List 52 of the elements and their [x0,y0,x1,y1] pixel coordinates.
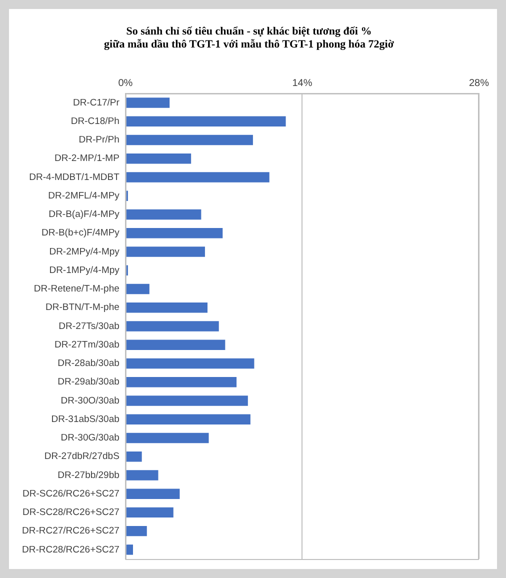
bar [126,228,223,238]
bar [126,172,270,182]
bar [126,340,226,350]
y-tick-label: DR-28ab/30ab [58,358,120,370]
bar [126,134,253,146]
y-tick-label: DR-RC27/RC26+SC27 [22,526,120,537]
bar [126,358,254,369]
bar [126,544,133,555]
bar [126,302,208,313]
y-tick-label: DR-2MFL/4-MPy [48,190,120,202]
y-tick-label: DR-RC28/RC26+SC27 [22,544,120,556]
bar [126,507,174,518]
bar [126,209,202,220]
y-tick-label: DR-27Ts/30ab [58,320,120,332]
bar [126,321,219,332]
bar [126,153,192,164]
y-tick-label: DR-Pr/Ph [78,134,120,146]
bar [126,488,180,499]
y-tick-label: DR-Retene/T-M-phe [34,284,120,295]
y-tick-label: DR-C17/Pr [72,97,120,108]
y-tick-label: DR-27dbR/27dbS [44,451,120,462]
bar [126,526,147,536]
bar [126,116,286,126]
y-tick-label: DR-31abS/30ab [51,414,120,425]
y-tick-label: DR-2MPy/4-Mpy [49,246,120,258]
y-tick-label: DR-30G/30ab [60,432,120,444]
bar [126,376,237,388]
bar [126,414,250,424]
y-tick-label: DR-SC26/RC26+SC27 [22,488,120,500]
chart-title: So sánh chỉ số tiêu chuẩn - sự khác biệt tương đối % giữa mẫu dầu thô TGT-1 với mẫu thô TGT-1 phong hóa 72giờ [104,25,395,51]
bar [126,396,248,406]
y-tick-label: DR-29ab/30ab [58,376,120,388]
y-tick-label: DR-4-MDBT/1-MDBT [29,172,120,183]
y-tick-label: DR-27Tm/30ab [54,339,120,350]
x-tick-label: 14% [292,78,312,90]
bar [126,432,209,444]
bar [126,284,150,294]
y-tick-label: DR-SC28/RC26+SC27 [22,507,120,518]
y-tick-label: DR-27bb/29bb [58,470,120,481]
bar [126,451,142,462]
bar [126,470,158,480]
x-tick-label: 28% [468,78,490,90]
bar [126,246,205,257]
y-tick-label: DR-B(b+c)F/4MPy [42,228,120,239]
bar [126,98,170,108]
x-tick-label: 0% [118,78,133,90]
y-tick-label: DR-C18/Ph [70,116,120,127]
y-tick-label: DR-30O/30ab [60,395,120,406]
y-tick-label: DR-B(a)F/4-MPy [48,209,120,220]
y-tick-label: DR-BTN/T-M-phe [46,302,120,314]
y-tick-label: DR-2-MP/1-MP [54,153,120,164]
y-tick-label: DR-1MPy/4-Mpy [49,264,120,276]
